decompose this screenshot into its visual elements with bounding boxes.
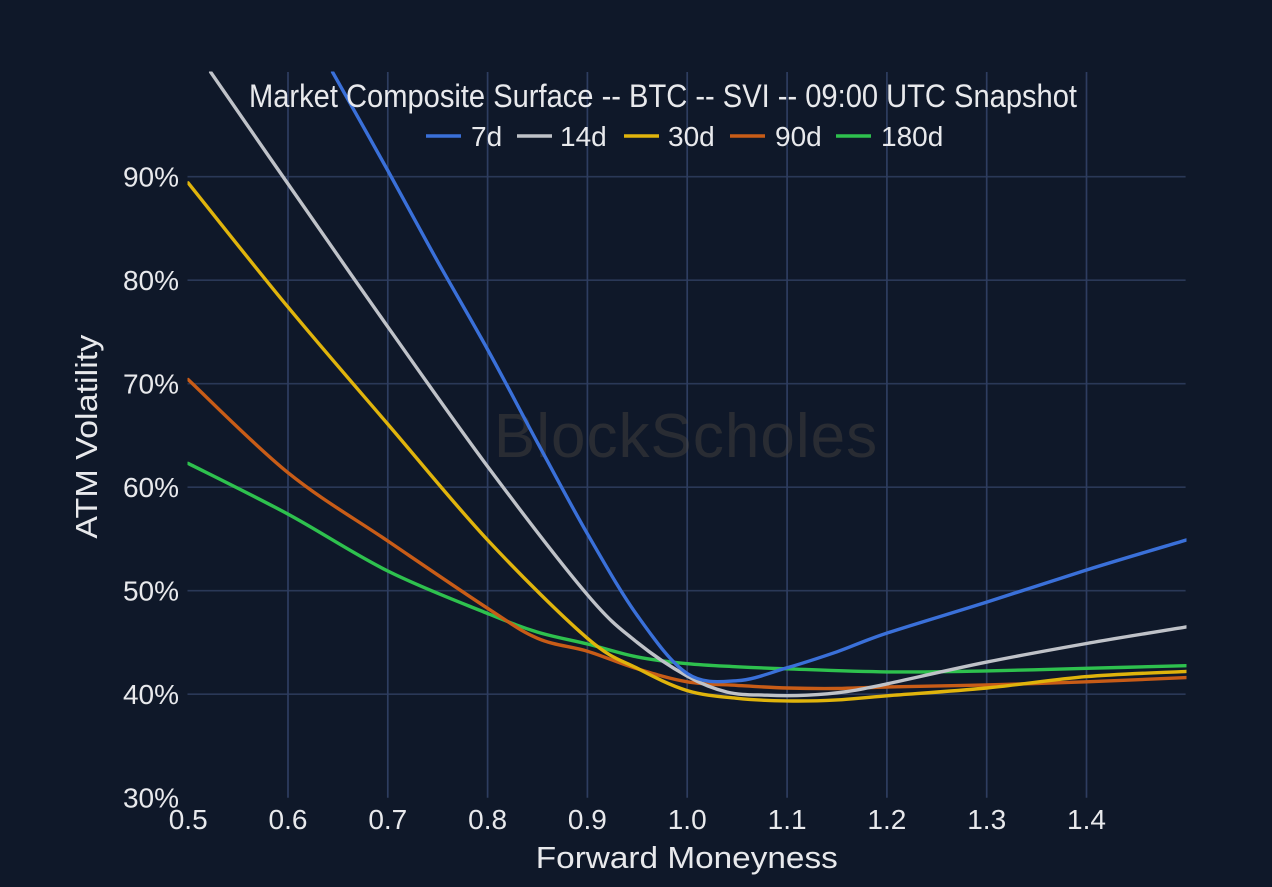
svg-text:Market Composite Surface -- BT: Market Composite Surface -- BTC -- SVI -… [249,78,1077,114]
svg-text:0.6: 0.6 [269,804,308,835]
svg-text:BlockScholes: BlockScholes [494,402,878,471]
svg-text:0.9: 0.9 [568,804,607,835]
svg-text:1.4: 1.4 [1067,804,1106,835]
svg-text:80%: 80% [123,265,179,296]
svg-text:70%: 70% [123,369,179,400]
svg-text:1.2: 1.2 [867,804,906,835]
svg-text:1.3: 1.3 [967,804,1006,835]
svg-text:30%: 30% [123,783,179,814]
svg-text:1.0: 1.0 [668,804,707,835]
svg-text:7d: 7d [471,121,502,152]
svg-text:30d: 30d [668,121,715,152]
svg-text:90%: 90% [123,162,179,193]
svg-text:ATM Volatility: ATM Volatility [69,334,104,539]
svg-text:Forward Moneyness: Forward Moneyness [536,840,838,875]
svg-text:50%: 50% [123,576,179,607]
svg-text:0.7: 0.7 [368,804,407,835]
svg-text:40%: 40% [123,679,179,710]
svg-text:14d: 14d [560,121,607,152]
svg-text:90d: 90d [775,121,822,152]
svg-text:0.5: 0.5 [169,804,208,835]
svg-text:60%: 60% [123,472,179,503]
svg-text:180d: 180d [881,121,943,152]
svg-text:0.8: 0.8 [468,804,507,835]
svg-text:1.1: 1.1 [768,804,807,835]
